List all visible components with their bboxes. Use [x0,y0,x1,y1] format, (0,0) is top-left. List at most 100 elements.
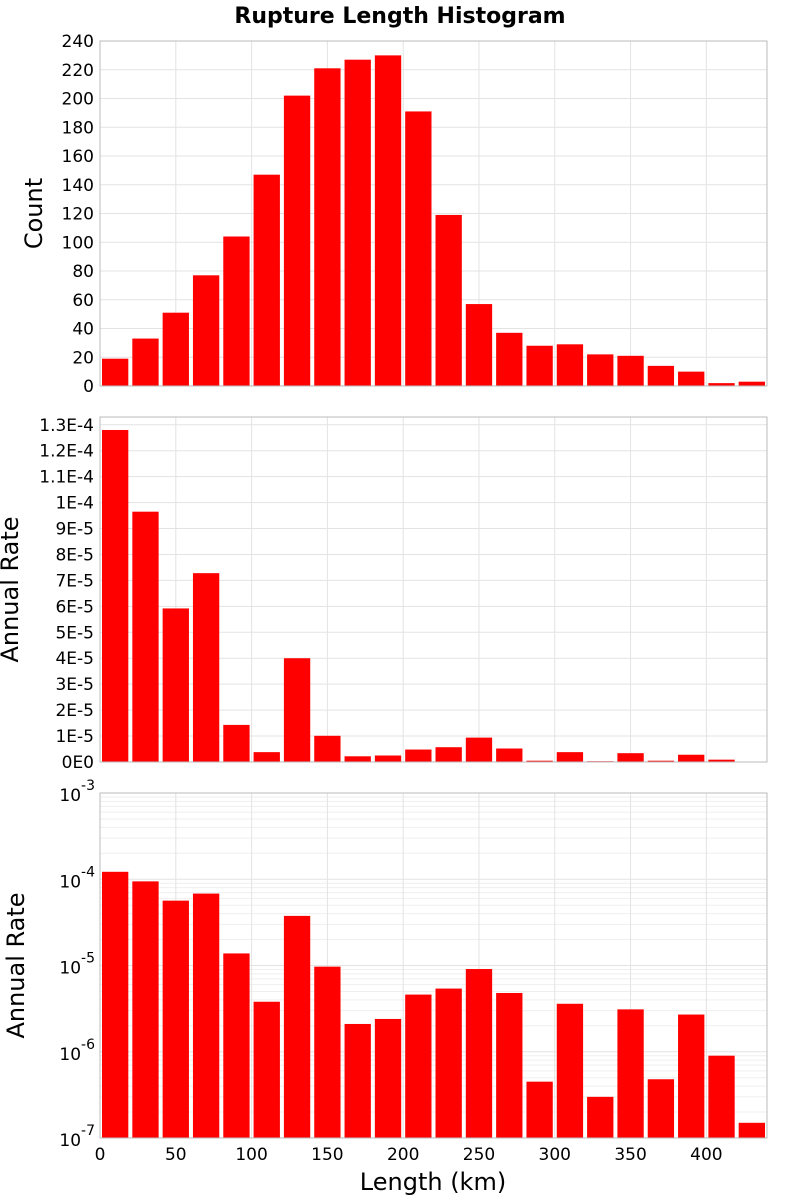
histogram-bar [102,358,129,386]
y-axis-label: Annual Rate [2,892,30,1038]
y-tick-label: 1E-5 [55,727,94,747]
x-tick-label: 100 [235,1145,267,1165]
histogram-bar [678,371,705,386]
histogram-bar [132,338,159,386]
histogram-bar [526,1081,553,1138]
histogram-bar [253,174,280,386]
x-tick-label: 150 [311,1145,343,1165]
histogram-bar [374,55,402,386]
histogram-bar [132,881,159,1138]
x-tick-label: 250 [463,1145,495,1165]
y-tick-label: 3E-5 [55,675,94,695]
histogram-bar [465,737,493,762]
x-tick-label: 350 [614,1145,646,1165]
histogram-bar [283,915,311,1138]
histogram-bar [526,345,553,386]
y-tick-label: 120 [62,205,94,225]
histogram-bar [496,332,523,386]
histogram-bar [283,658,311,762]
y-tick-label: 140 [62,176,94,196]
histogram-bar [223,724,250,762]
histogram-bar [678,1014,705,1138]
histogram-bar [708,383,735,386]
plot-frame [99,792,768,1139]
y-tick-label: 10-4 [59,864,95,892]
histogram-bar [556,752,584,762]
histogram-bar [283,95,311,386]
count-panel: 0 20 40 60 80 100 120 140 160 180 200 220 240 Count [20,32,768,397]
annual-rate-log-panel: 10-7 10-6 10-5 10-4 10-3 Annual Rate 0 50 100 150… [2,778,768,1165]
histogram-bar [465,304,493,386]
y-tick-label: 60 [72,291,94,311]
histogram-bar [162,312,189,386]
x-axis-label: Length (km) [360,1168,506,1196]
y-axis-label: Count [20,178,48,249]
histogram-bar [435,988,462,1138]
histogram-bar [102,429,129,762]
histogram-bar [405,994,432,1138]
histogram-bar [708,759,735,762]
chart-title: Rupture Length Histogram [234,4,565,29]
histogram-bar [617,753,644,762]
histogram-bar [344,59,371,386]
histogram-bar [435,747,462,762]
histogram-bar [374,1018,402,1138]
y-tick-label: 240 [62,32,94,52]
y-tick-label: 10-7 [59,1123,95,1151]
y-tick-label: 7E-5 [55,571,94,591]
histogram-bar [132,511,159,762]
histogram-bar [102,871,129,1138]
y-tick-label: 2E-5 [55,701,94,721]
histogram-bar [253,752,280,762]
histogram-bar [314,966,341,1138]
y-tick-label: 0E0 [62,753,94,773]
y-tick-label: 10-5 [59,951,95,979]
histogram-bar [708,1055,735,1138]
y-tick-label: 220 [62,61,94,81]
y-tick-label: 8E-5 [55,545,94,565]
x-tick-label: 50 [165,1145,187,1165]
histogram-bar [435,214,462,386]
y-tick-label: 5E-5 [55,623,94,643]
plot-frame [99,40,768,387]
histogram-bar [162,900,189,1138]
y-tick-label: 0 [83,377,94,397]
histogram-bar [162,608,189,762]
y-tick-label: 1E-4 [55,494,94,514]
y-tick-label: 10-6 [59,1037,95,1065]
x-tick-label: 200 [387,1145,419,1165]
y-tick-label: 1.1E-4 [39,468,94,488]
y-tick-label: 40 [72,320,94,340]
histogram-bar [465,969,493,1138]
histogram-bar [678,754,705,762]
histogram-bar [526,760,553,762]
histogram-bar [738,1122,765,1138]
plot-frame [99,416,768,763]
annual-rate-linear-panel: 0E0 1E-5 2E-5 3E-5 4E-5 5E-5 6E-5 7E-5 8E-5 9E-5 1… [0,416,768,773]
histogram-bar [253,1001,280,1138]
histogram-bar [192,275,220,386]
y-tick-label: 160 [62,147,94,167]
histogram-bar [405,749,432,762]
histogram-bar [556,1003,584,1138]
histogram-bar [617,1009,644,1138]
histogram-bar [617,355,644,386]
histogram-bar [405,111,432,386]
histogram-bar [374,755,402,762]
histogram-bar [647,365,675,386]
histogram-bar [587,354,614,386]
histogram-bar [587,1096,614,1138]
x-tick-label: 0 [95,1145,106,1165]
y-tick-label: 20 [72,348,94,368]
y-tick-label: 80 [72,262,94,282]
histogram-bar [496,748,523,762]
y-tick-label: 1.3E-4 [39,416,94,436]
histogram-bar [344,1023,371,1138]
y-tick-label: 1.2E-4 [39,442,94,462]
histogram-bar [223,236,250,386]
x-tick-label: 300 [539,1145,571,1165]
y-tick-label: 6E-5 [55,597,94,617]
histogram-bar [192,893,220,1138]
histogram-bar [647,1079,675,1138]
histogram-bar [647,760,675,762]
